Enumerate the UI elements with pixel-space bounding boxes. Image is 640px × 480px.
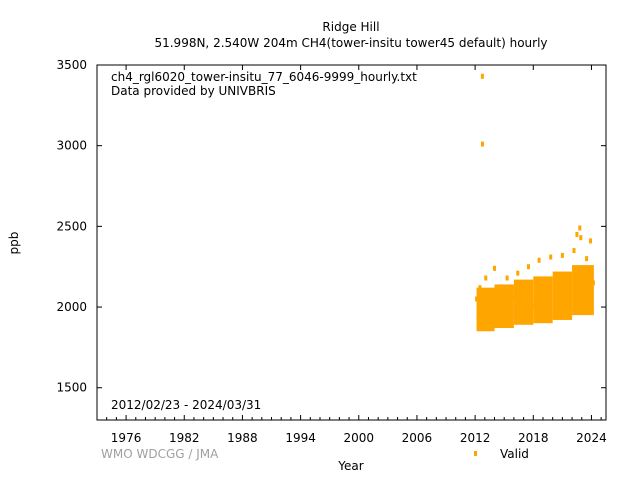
y-tick-label: 2500 [56, 219, 87, 233]
chart-title: Ridge Hill [322, 20, 379, 34]
x-tick-label: 1982 [169, 431, 200, 445]
data-point [516, 270, 520, 276]
y-axis: 1500 2000 2500 3000 3500 [56, 58, 606, 395]
data-point [591, 280, 595, 286]
data-point [530, 302, 534, 308]
data-point [568, 272, 572, 278]
x-tick-label: 1976 [111, 431, 142, 445]
data-point [572, 248, 576, 254]
data-point [480, 301, 484, 307]
data-point [482, 311, 486, 316]
data-point [533, 285, 537, 291]
data-point [578, 225, 582, 231]
data-point [575, 231, 579, 237]
provider-label: Data provided by UNIVBRIS [111, 84, 276, 98]
data-point [490, 294, 494, 300]
data-point [480, 73, 484, 79]
data-point [476, 315, 480, 321]
x-axis-label: Year [337, 459, 363, 473]
data-point [487, 312, 491, 318]
x-tick-label: 1988 [227, 431, 258, 445]
x-tick-label: 2000 [343, 431, 374, 445]
x-tick-label: 2018 [518, 431, 549, 445]
x-tick-label: 2024 [576, 431, 607, 445]
data-band [476, 287, 495, 332]
x-axis: 1976 1982 1988 1994 2000 2006 2012 2018 2024 [96, 65, 607, 445]
y-axis-label: ppb [7, 232, 21, 255]
legend-marker [474, 451, 477, 456]
data-point [553, 298, 557, 304]
data-point [556, 278, 560, 284]
data-point [475, 296, 479, 302]
plot-frame [96, 64, 607, 421]
data-point [484, 275, 488, 281]
data-point [579, 235, 583, 241]
x-tick-label: 2006 [402, 431, 433, 445]
data-point [545, 283, 549, 289]
data-point [526, 264, 530, 270]
x-tick-label: 1994 [285, 431, 316, 445]
data-point [493, 265, 497, 271]
data-point [588, 238, 592, 244]
data-point [585, 256, 589, 262]
data-point [523, 288, 527, 294]
y-tick-label: 3000 [56, 139, 87, 153]
date-range-label: 2012/02/23 - 2024/03/31 [111, 398, 261, 412]
data-point [495, 311, 499, 316]
data-band [552, 271, 573, 320]
x-tick-label: 2012 [460, 431, 491, 445]
data-point [520, 304, 524, 310]
legend-label: Valid [500, 447, 529, 461]
data-points [475, 73, 595, 321]
data-point [508, 306, 512, 312]
chart-subtitle: 51.998N, 2.540W 204m CH4(tower-insitu to… [154, 36, 547, 50]
y-tick-label: 3500 [56, 58, 87, 72]
watermark: WMO WDCGG / JMA [101, 447, 219, 461]
legend: Valid [474, 447, 529, 461]
data-point [478, 285, 482, 291]
data-point [537, 257, 541, 263]
data-point [564, 293, 568, 299]
data-point [505, 275, 509, 281]
data-point [541, 299, 545, 305]
data-point [549, 254, 553, 260]
data-band [513, 279, 534, 325]
data-bands [476, 265, 594, 332]
data-point [480, 141, 484, 147]
y-tick-label: 1500 [56, 381, 87, 395]
data-point [581, 286, 585, 292]
data-point [502, 302, 506, 308]
data-point [560, 252, 564, 258]
filename-label: ch4_rgl6020_tower-insitu_77_6046-9999_ho… [111, 70, 417, 84]
data-point [498, 291, 502, 297]
data-point [512, 294, 516, 300]
y-tick-label: 2000 [56, 300, 87, 314]
